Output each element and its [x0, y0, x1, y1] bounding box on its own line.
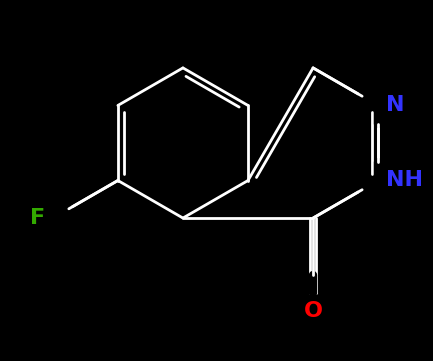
Text: N: N [386, 95, 404, 116]
Text: NH: NH [386, 170, 423, 191]
Text: F: F [30, 208, 45, 228]
Text: O: O [304, 301, 323, 321]
